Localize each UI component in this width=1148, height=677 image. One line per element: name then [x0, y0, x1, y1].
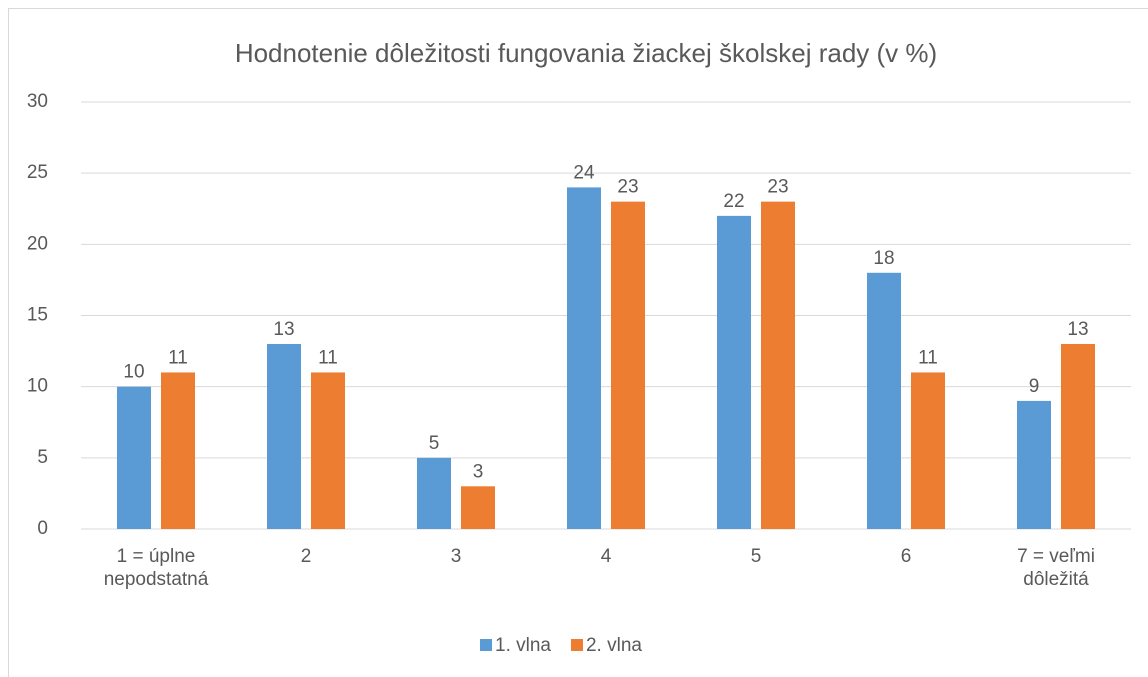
y-tick-label: 0 — [37, 518, 48, 539]
bar — [567, 187, 601, 529]
bar — [717, 215, 751, 529]
data-label: 23 — [617, 177, 638, 198]
data-label: 3 — [473, 461, 484, 482]
data-label: 18 — [873, 248, 894, 269]
y-tick-label: 20 — [27, 233, 48, 254]
data-label: 11 — [918, 347, 938, 368]
data-label: 11 — [318, 347, 338, 368]
bar — [161, 372, 195, 529]
bar — [417, 457, 451, 529]
y-tick-label: 10 — [27, 376, 48, 397]
legend-label: 2. vlna — [586, 635, 642, 656]
bar — [117, 386, 151, 529]
bar — [911, 372, 945, 529]
data-label: 5 — [429, 433, 440, 454]
x-tick-label: 2 — [300, 546, 312, 567]
data-label: 10 — [123, 362, 144, 383]
data-label: 13 — [1067, 319, 1088, 340]
y-tick-label: 15 — [27, 305, 48, 326]
chart-frame — [8, 8, 1148, 677]
x-tick-label: 4 — [600, 546, 612, 567]
legend-label: 1. vlna — [495, 635, 551, 656]
legend-swatch — [570, 639, 583, 651]
x-tick-label: 3 — [450, 546, 462, 567]
y-tick-label: 25 — [27, 162, 48, 183]
data-label: 13 — [273, 319, 294, 340]
bar — [461, 486, 495, 529]
legend-swatch — [480, 639, 492, 651]
x-tick-label: 1 = úplne nepodstatná — [103, 546, 209, 590]
bar — [311, 372, 345, 529]
x-tick-label: 5 — [750, 546, 762, 567]
bar — [1061, 343, 1095, 529]
data-label: 22 — [723, 191, 744, 212]
bar — [267, 343, 301, 529]
x-tick-label: 6 — [900, 546, 912, 567]
bar — [611, 201, 645, 529]
data-label: 9 — [1029, 376, 1040, 397]
bar — [867, 272, 901, 529]
data-label: 23 — [767, 177, 788, 198]
chart-title: Hodnotenie dôležitosti fungovania žiacke… — [235, 38, 937, 68]
x-tick-label: 7 = veľmi dôležitá — [1017, 546, 1095, 590]
bar — [761, 201, 795, 529]
bar — [1017, 400, 1051, 529]
y-tick-label: 5 — [37, 447, 48, 468]
data-label: 24 — [573, 162, 595, 183]
data-label: 11 — [168, 347, 188, 368]
y-tick-label: 30 — [27, 91, 48, 112]
